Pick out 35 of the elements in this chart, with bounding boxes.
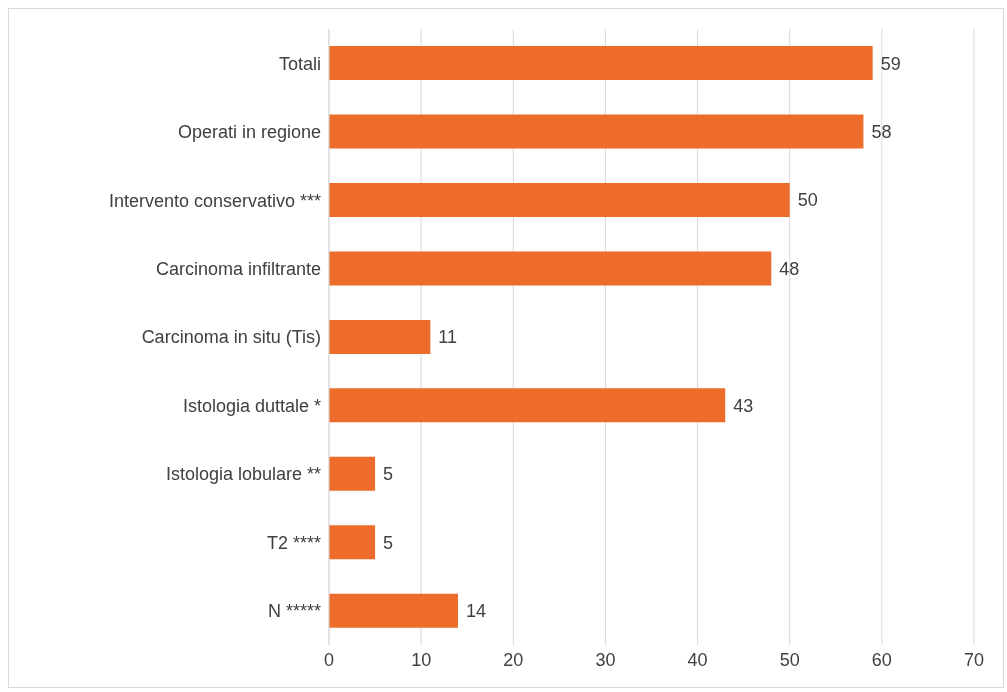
bar (329, 525, 376, 560)
y-tick-label: Carcinoma in situ (Tis) (141, 327, 321, 348)
data-label: 50 (797, 190, 818, 211)
x-tick-label: 40 (687, 649, 708, 670)
y-tick-label: Carcinoma infiltrante (155, 258, 321, 279)
y-tick-label: T2 **** (266, 532, 321, 553)
y-tick-label: Istologia lobulare ** (165, 464, 321, 485)
bar (329, 114, 864, 149)
data-label: 48 (779, 258, 800, 279)
y-tick-label: Totali (278, 53, 321, 74)
bar (329, 593, 458, 628)
x-tick-label: 10 (411, 649, 432, 670)
bar (329, 251, 772, 286)
y-tick-label: Istologia duttale * (182, 395, 321, 416)
bar (329, 456, 376, 491)
data-label: 11 (438, 327, 458, 348)
bar (329, 46, 873, 81)
x-tick-label: 70 (963, 649, 985, 670)
y-tick-label: Intervento conservativo *** (108, 190, 321, 211)
x-tick-label: 50 (779, 649, 800, 670)
bar (329, 388, 726, 423)
x-tick-label: 0 (323, 649, 335, 670)
data-label: 5 (383, 464, 394, 485)
x-tick-label: 20 (503, 649, 524, 670)
y-tick-label: N ***** (267, 601, 321, 622)
data-label: 59 (880, 53, 901, 74)
bar (329, 183, 790, 217)
data-label: 14 (466, 601, 487, 622)
x-tick-label: 60 (871, 649, 892, 670)
data-label: 5 (383, 532, 394, 553)
data-label: 43 (733, 395, 754, 416)
bar (329, 319, 431, 354)
data-label: 58 (871, 121, 892, 142)
x-tick-label: 30 (595, 649, 616, 670)
y-tick-label: Operati in regione (177, 122, 321, 143)
